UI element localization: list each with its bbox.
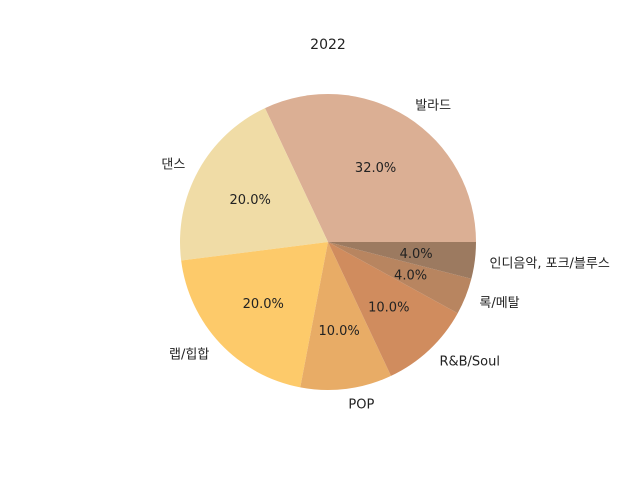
slice-label: 랩/힙합 (169, 347, 209, 362)
pie-slice (328, 242, 476, 279)
slice-label: 록/메탈 (479, 296, 519, 311)
pie-slice (300, 242, 392, 390)
slice-percentage: 10.0% (318, 324, 359, 339)
slice-label: 발라드 (415, 99, 451, 114)
chart-title: 2022 (310, 37, 346, 53)
slice-label: R&B/Soul (439, 355, 500, 370)
pie-slice (328, 242, 472, 314)
slice-percentage: 4.0% (394, 269, 427, 284)
slice-label: 인디음악, 포크/블루스 (490, 256, 610, 271)
pie-slice (264, 93, 476, 242)
slice-percentage: 20.0% (243, 297, 284, 312)
pie-slice (328, 242, 458, 376)
pie-slice (181, 242, 328, 388)
pie-slice (180, 108, 328, 261)
pie-slices (180, 93, 476, 390)
slice-labels: 발라드 32.0% 댄스 20.0% 랩/힙합 20.0% POP 10.0% R&B/Soul… (161, 99, 609, 413)
slice-label: 댄스 (161, 158, 185, 173)
slice-label: POP (348, 398, 374, 413)
slice-percentage: 32.0% (355, 161, 396, 176)
slice-percentage: 4.0% (400, 247, 433, 262)
slice-percentage: 10.0% (368, 301, 409, 316)
slice-percentage: 20.0% (230, 193, 271, 208)
